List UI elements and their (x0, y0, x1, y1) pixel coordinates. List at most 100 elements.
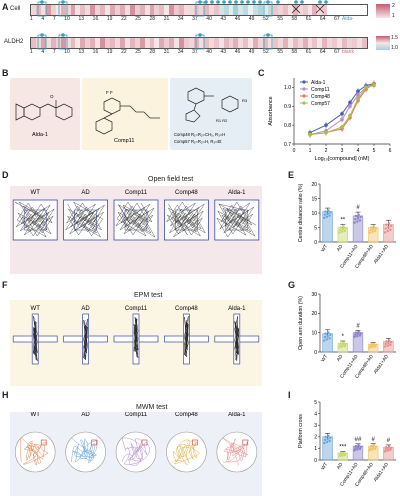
heatmap-cell (228, 5, 234, 15)
data-point (354, 218, 357, 221)
data-point (356, 332, 360, 336)
group-label: Comp48 (175, 412, 198, 418)
heatmap-cell (322, 5, 328, 15)
heatmap-cell (85, 5, 91, 15)
heatmap-cell (50, 5, 56, 15)
data-point (384, 342, 387, 346)
heatmap-cell (50, 38, 56, 48)
x-tick-label: WT (320, 462, 329, 472)
data-point (359, 445, 362, 448)
y-tick-label: 0 (314, 350, 317, 356)
heatmap-cell (233, 5, 239, 15)
mwm-title: MWM test (136, 404, 168, 411)
data-point (353, 335, 356, 339)
highlight-box-10 (58, 1, 68, 17)
heatmap-cell (159, 38, 165, 48)
x-tick-label: Alda1+AD (373, 243, 391, 265)
heatmap-cell (45, 38, 51, 48)
track (15, 201, 55, 238)
data-point (383, 450, 387, 453)
data-point (341, 343, 344, 346)
structure-box-comp48 (170, 78, 252, 150)
heatmap-cell (75, 5, 81, 15)
heatmap-cell (124, 38, 130, 48)
data-point (357, 213, 360, 216)
data-point (328, 337, 331, 340)
data-point (327, 209, 330, 212)
heatmap-cell (154, 38, 160, 48)
group-label: Comp11 (125, 190, 148, 196)
arena-center (23, 209, 47, 231)
heatmap-tick: 40 (206, 16, 212, 22)
highlight-box-58 (263, 1, 273, 17)
heatmap-cell (40, 5, 46, 15)
heatmap-cell (139, 5, 145, 15)
data-point (323, 339, 326, 342)
panel-label-h: H (2, 390, 9, 400)
data-point (325, 215, 329, 218)
epm-title: EPM test (134, 292, 163, 299)
heatmap-cell (356, 5, 362, 15)
heatmap-cell (174, 38, 180, 48)
x-tick-label: AD (336, 243, 345, 252)
heatmap-cell (31, 5, 36, 15)
heatmap-cell (164, 38, 170, 48)
data-point (389, 343, 392, 347)
alda1-o-label: O (50, 94, 54, 99)
track (32, 315, 38, 362)
heatmap-cell (179, 38, 185, 48)
legend-1-top: 2 (392, 3, 395, 9)
heatmap-cell (268, 38, 273, 48)
heatmap-cell (119, 5, 125, 15)
data-point (342, 225, 345, 228)
data-point (339, 342, 342, 345)
comp11-cf3-label: F F (106, 90, 113, 95)
heatmap-tick: 31 (163, 49, 170, 55)
heatmap-cell (60, 5, 66, 15)
comp48-r1r2-label: R1 R2 (216, 118, 228, 123)
y-tick-label: 20 (311, 182, 317, 188)
heatmap-cell (65, 38, 71, 48)
heatmap-cell (179, 5, 185, 15)
heatmap-row-cell (30, 4, 368, 16)
heatmap-cell (253, 38, 259, 48)
data-point (344, 452, 347, 455)
platform (40, 439, 47, 446)
heatmap-cell (223, 5, 229, 15)
heatmap-tick: 58 (291, 49, 298, 55)
data-point (387, 226, 390, 229)
track (83, 318, 88, 361)
heatmap-tick: 1 (30, 16, 33, 22)
group-label: WT (31, 306, 41, 312)
heatmap-tick: 31 (163, 16, 170, 22)
data-point (374, 343, 378, 347)
data-point (354, 214, 358, 218)
heatmap-cell (332, 5, 338, 15)
y-tick-label: 2 (314, 435, 317, 441)
data-point (344, 227, 347, 230)
heatmap-cell (174, 5, 180, 15)
x-tick-label: Alda1+AD (373, 353, 391, 375)
panel-label-d: D (2, 170, 9, 180)
heatmap-cell (312, 5, 318, 15)
y-tick-label: 5 (314, 400, 317, 406)
heatmap-tick: 61 (305, 16, 312, 22)
data-point (353, 449, 356, 452)
legend-2-bottom: 1.0 (391, 45, 398, 51)
heatmap-cell (134, 5, 140, 15)
data-point (353, 221, 356, 224)
data-point (385, 340, 388, 343)
panel-label-a: A (2, 2, 9, 12)
alda1-structure (15, 100, 73, 121)
structure-box-comp11 (82, 78, 168, 150)
significance-label: ## (355, 437, 362, 443)
data-point (386, 344, 389, 347)
group-label: Comp48 (175, 190, 198, 196)
heatmap-tick: 64 (319, 16, 326, 22)
heatmap-cell (351, 38, 357, 48)
y-axis-label: Absorbance (268, 96, 274, 125)
data-point (369, 228, 372, 232)
heatmap-row-label-aldh2: ALDH2 (4, 39, 24, 45)
